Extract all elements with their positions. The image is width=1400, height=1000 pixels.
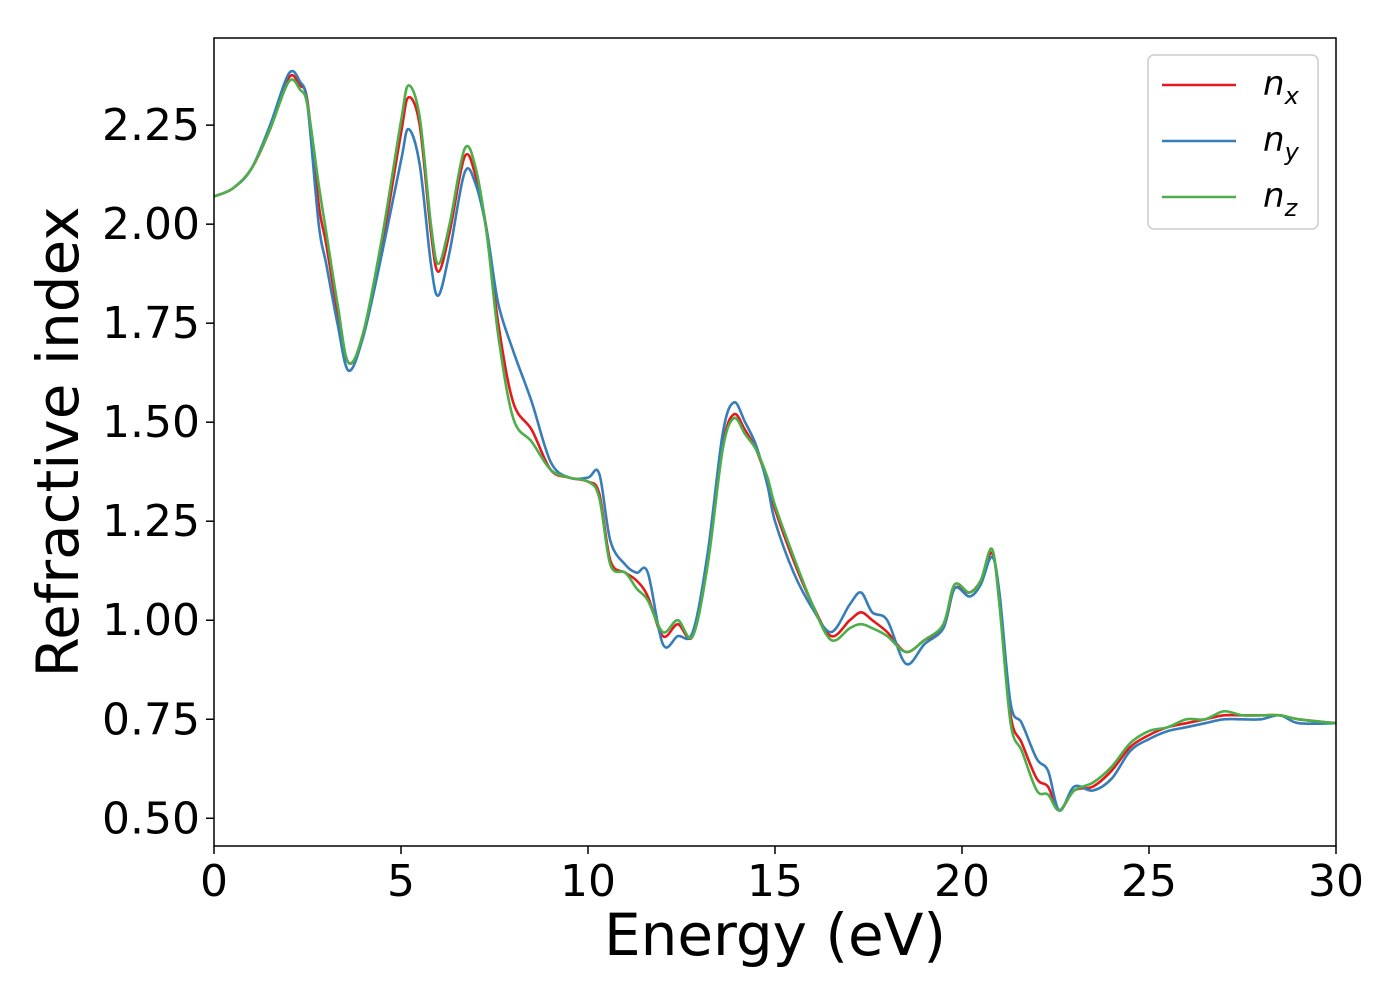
y-axis: 0.50 0.75 1.00 1.25 1.50 1.75 2.00 2.25 <box>102 100 214 844</box>
y-tick-label: 2.00 <box>102 199 200 250</box>
x-tick-label: 25 <box>1121 856 1177 907</box>
y-tick-label: 0.50 <box>102 793 200 844</box>
x-tick-label: 10 <box>560 856 616 907</box>
x-tick-label: 0 <box>200 856 228 907</box>
y-axis-label: Refractive index <box>24 206 92 677</box>
x-axis: 0 5 10 15 20 25 30 <box>200 846 1364 907</box>
x-tick-label: 5 <box>387 856 415 907</box>
y-tick-label: 2.25 <box>102 100 200 151</box>
series-layer <box>213 69 1337 812</box>
series-line-z <box>213 78 1337 812</box>
legend-label-z: nz <box>1263 176 1299 222</box>
y-tick-label: 1.25 <box>102 496 200 547</box>
y-tick-label: 1.50 <box>102 397 200 448</box>
legend-label-x: nx <box>1263 64 1300 110</box>
x-tick-label: 15 <box>747 856 803 907</box>
x-tick-label: 30 <box>1308 856 1364 907</box>
series-line-y <box>213 69 1337 812</box>
legend-label-y: ny <box>1263 120 1300 166</box>
x-axis-label: Energy (eV) <box>604 901 946 969</box>
x-tick-label: 20 <box>934 856 990 907</box>
legend: nx ny nz <box>1147 54 1319 230</box>
y-tick-label: 0.75 <box>102 694 200 745</box>
y-tick-label: 1.75 <box>102 298 200 349</box>
y-tick-label: 1.00 <box>102 595 200 646</box>
